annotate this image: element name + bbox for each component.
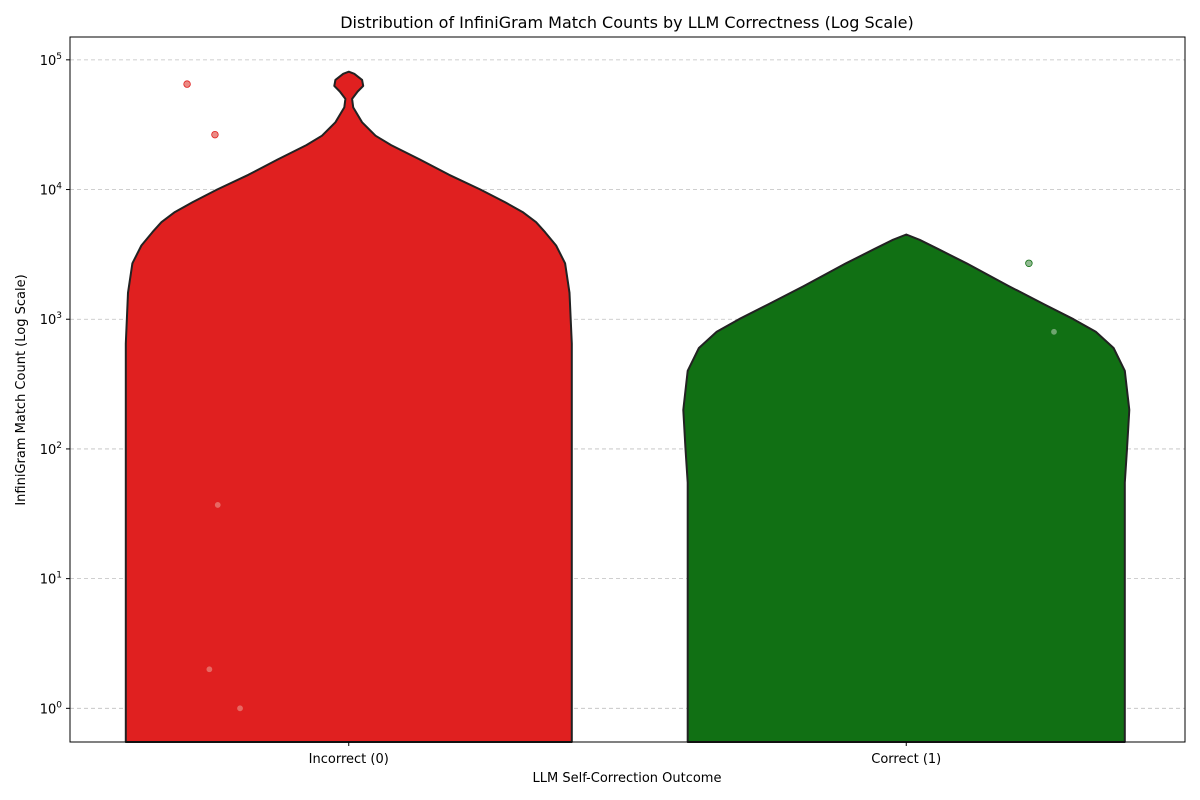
plot-frame <box>69 36 1186 743</box>
y-axis-label: InfiniGram Match Count (Log Scale) <box>14 274 29 505</box>
data-point-0-1 <box>211 130 219 139</box>
y-tick-label-0: 100 <box>40 700 63 717</box>
data-point-1-1 <box>1050 328 1058 336</box>
x-tick-label-1: Correct (1) <box>871 752 941 767</box>
data-point-0-0 <box>183 80 191 88</box>
data-point-0-3 <box>205 665 214 673</box>
data-point-0-2 <box>214 501 222 509</box>
y-tick-label-1: 101 <box>40 571 62 588</box>
y-tick-label-3: 103 <box>40 311 62 328</box>
data-point-0-4 <box>236 704 244 713</box>
x-axis-label: LLM Self-Correction Outcome <box>533 771 722 786</box>
y-tick-label-4: 104 <box>40 182 63 199</box>
data-points <box>183 80 1058 713</box>
x-tick-label-0: Incorrect (0) <box>309 752 389 767</box>
y-tick-label-5: 105 <box>40 52 62 69</box>
data-point-1-0 <box>1025 259 1033 267</box>
violin-1 <box>682 233 1131 743</box>
chart-title: Distribution of InfiniGram Match Counts … <box>340 13 914 32</box>
violin-0 <box>124 70 573 743</box>
x-axis-ticks: Incorrect (0) Correct (1) <box>309 742 941 767</box>
y-axis-ticks: 100 101 102 103 104 105 <box>40 52 70 717</box>
y-tick-label-2: 102 <box>40 441 62 458</box>
violins <box>124 70 1131 743</box>
